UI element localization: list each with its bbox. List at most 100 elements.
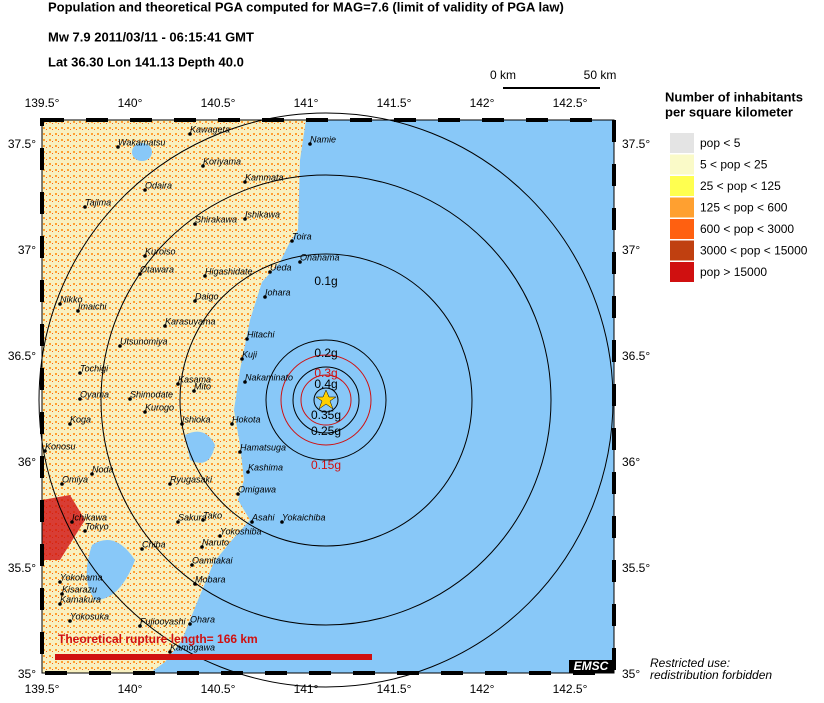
lat-tick-label: 35° xyxy=(18,667,36,681)
lon-tick-label: 141.5° xyxy=(377,682,412,696)
city-dot xyxy=(193,582,197,586)
city-label: Ishikawa xyxy=(245,209,280,219)
city-dot xyxy=(68,422,72,426)
city-label: Ryugasaki xyxy=(170,474,213,484)
badge-bg xyxy=(569,660,614,673)
city-dot xyxy=(188,622,192,626)
legend-title: Number of inhabitants xyxy=(665,89,803,104)
pga-circle xyxy=(292,366,360,434)
city-dot xyxy=(193,222,197,226)
city-dot xyxy=(138,624,142,628)
city-label: Kuji xyxy=(242,349,258,359)
city-label: Otawara xyxy=(140,264,174,274)
city-dot xyxy=(201,518,205,522)
city-dot xyxy=(60,592,64,596)
city-dot xyxy=(308,142,312,146)
legend-swatch xyxy=(670,176,694,196)
pga-label: 0.15g xyxy=(311,458,341,472)
restriction: redistribution forbidden xyxy=(650,668,772,682)
city-dot xyxy=(68,619,72,623)
city-label: Nakaminato xyxy=(245,372,293,382)
lat-tick-label: 36.5° xyxy=(8,349,36,363)
tokyo-bay xyxy=(86,540,135,600)
city-label: Toira xyxy=(292,231,312,241)
pga-label: 0.3g xyxy=(314,366,337,380)
city-label: Kurogo xyxy=(145,402,174,412)
legend-swatch xyxy=(670,219,694,239)
city-dot xyxy=(236,492,240,496)
lon-tick-label: 140.5° xyxy=(201,96,236,110)
city-label: Tajima xyxy=(85,197,111,207)
city-label: Imaichi xyxy=(78,301,108,311)
city-label: Kawageta xyxy=(190,124,230,134)
city-label: Kamakura xyxy=(60,594,101,604)
city-dot xyxy=(250,520,254,524)
city-label: Odaira xyxy=(145,180,172,190)
city-dot xyxy=(243,180,247,184)
city-label: Shirakawa xyxy=(195,214,237,224)
city-dot xyxy=(218,534,222,538)
city-label: Mito xyxy=(194,381,211,391)
pga-circle xyxy=(179,253,473,547)
lon-tick-label: 141.5° xyxy=(377,96,412,110)
lon-tick-label: 141° xyxy=(294,96,319,110)
city-label: Hamatsuga xyxy=(240,442,286,452)
pga-label: 0.4g xyxy=(314,377,337,391)
city-label: Kisarazu xyxy=(62,584,97,594)
city-label: Yokaichiba xyxy=(282,512,326,522)
city-dot xyxy=(83,529,87,533)
legend-label: 125 < pop < 600 xyxy=(700,201,788,215)
city-label: Namie xyxy=(310,134,336,144)
city-label: Hokota xyxy=(232,414,261,424)
city-dot xyxy=(58,302,62,306)
pga-circle xyxy=(265,339,387,461)
city-label: Tochigi xyxy=(80,363,109,373)
lat-tick-label: 36.5° xyxy=(622,349,650,363)
city-label: Ishioka xyxy=(182,414,211,424)
city-dot xyxy=(200,545,204,549)
city-dot xyxy=(240,357,244,361)
city-dot xyxy=(116,145,120,149)
city-label: Yokohama xyxy=(60,572,103,582)
legend-label: 5 < pop < 25 xyxy=(700,158,768,172)
city-dot xyxy=(280,520,284,524)
city-dot xyxy=(192,389,196,393)
city-dot xyxy=(78,371,82,375)
city-dot xyxy=(246,470,250,474)
location: Lat 36.30 Lon 141.13 Depth 40.0 xyxy=(48,54,244,69)
badge: EMSC xyxy=(574,659,609,673)
legend-swatch xyxy=(670,197,694,218)
lon-tick-label: 139.5° xyxy=(25,682,60,696)
city-dot xyxy=(180,422,184,426)
city-label: Kamogawa xyxy=(170,642,215,652)
lon-tick-label: 142.5° xyxy=(553,682,588,696)
pga-circle xyxy=(100,174,552,626)
city-dot xyxy=(193,299,197,303)
city-dot xyxy=(58,602,62,606)
lake xyxy=(132,143,152,161)
legend-swatch xyxy=(670,240,694,261)
legend-label: 600 < pop < 3000 xyxy=(700,222,794,236)
city-label: Shimodate xyxy=(130,389,173,399)
city-label: Tokyo xyxy=(85,521,109,531)
lat-tick-label: 35.5° xyxy=(622,561,650,575)
pga-label: 0.25g xyxy=(311,424,341,438)
legend-title: per square kilometer xyxy=(665,104,793,119)
legend-swatch xyxy=(670,133,694,153)
lat-tick-label: 36° xyxy=(18,455,36,469)
lat-tick-label: 37° xyxy=(18,243,36,257)
city-dot xyxy=(163,324,167,328)
legend-swatch xyxy=(670,262,694,282)
city-label: Wakamatsu xyxy=(118,137,165,147)
city-label: Kasama xyxy=(178,374,211,384)
city-label: Higashidate xyxy=(205,266,253,276)
city-dot xyxy=(230,422,234,426)
city-label: Tako xyxy=(203,510,222,520)
urban-area xyxy=(42,495,85,560)
city-label: Karasuyama xyxy=(165,316,216,326)
city-label: Omigawa xyxy=(238,484,276,494)
city-dot xyxy=(78,397,82,401)
epicenter xyxy=(315,389,337,410)
city-dot xyxy=(263,295,267,299)
city-label: Hitachi xyxy=(247,329,276,339)
